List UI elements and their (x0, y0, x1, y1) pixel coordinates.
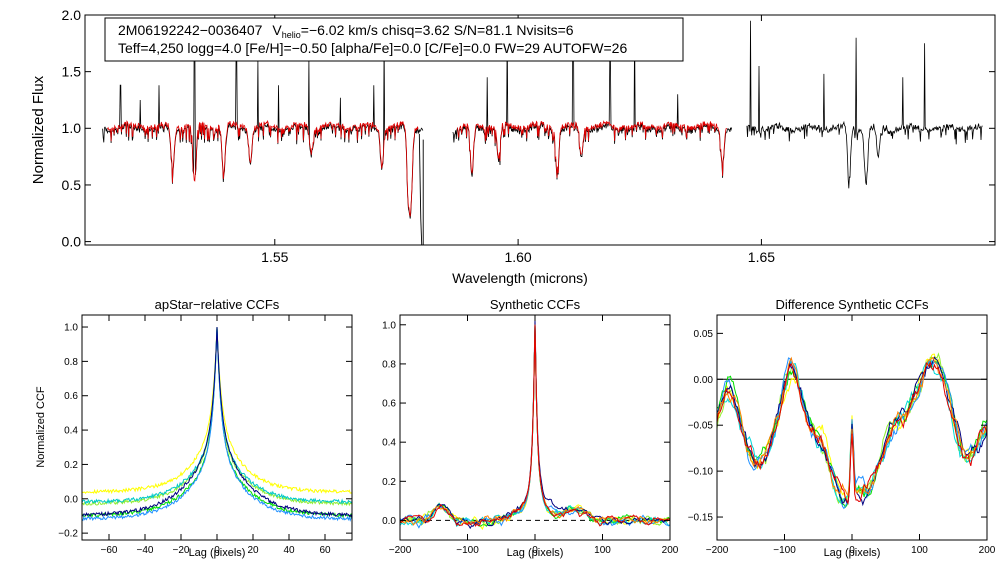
apstar-ccf-line-v2 (81, 326, 353, 507)
spectrum-xlabel: Wavelength (microns) (452, 270, 588, 286)
synthetic-xtick-label: 200 (662, 545, 679, 556)
difference-ytick-label: −0.05 (688, 421, 714, 432)
apstar-xtick-label: −40 (137, 545, 154, 556)
apstar-ytick-label: 1.0 (64, 323, 78, 334)
apstar-xtick-label: 0 (214, 545, 220, 556)
apstar-ticks: −60 −40 −20 0 20 40 60 −0.2 0.0 0.2 0.4 0.6 0.8 1.0 (58, 315, 352, 556)
spectrum-ytick-label: 2.0 (62, 7, 82, 23)
velocity-subscript: helio (282, 30, 301, 40)
synthetic-ytick-label: 0.0 (382, 516, 396, 527)
apstar-ytick-label: 0.6 (64, 391, 78, 402)
difference-ccf-line-v6 (716, 356, 988, 507)
spectrum-ytick-label: 0.0 (62, 234, 82, 250)
observed-spectrum-line (746, 20, 983, 189)
spectrum-xtick-label: 1.55 (261, 249, 288, 265)
velocity-symbol: V (272, 22, 282, 38)
synthetic-xtick-label: 100 (594, 545, 611, 556)
spectrum-ytick-label: 1.0 (62, 120, 82, 136)
difference-xtick-label: 0 (849, 545, 855, 556)
difference-xlabel: Lag (pixels) (824, 547, 881, 559)
difference-ytick-label: −0.15 (688, 513, 714, 524)
spectrum-xtick-label: 1.65 (748, 249, 775, 265)
synthetic-xtick-label: −100 (456, 545, 479, 556)
model-spectrum-line (107, 119, 419, 217)
apstar-xtick-label: 60 (319, 545, 331, 556)
apstar-xtick-label: 40 (283, 545, 295, 556)
difference-ticks: −200 −100 0 100 200 −0.15 −0.10 −0.05 0.00 0.05 (688, 315, 996, 556)
info-line-2: Teff=4,250 logg=4.0 [Fe/H]=−0.50 [alpha/… (118, 40, 627, 56)
spectrum-ticks: 1.55 1.60 1.65 0.0 0.5 1.0 1.5 2.0 (62, 7, 995, 265)
synthetic-ccf-line-v5 (399, 324, 671, 529)
difference-ccf-panel: −200 −100 0 100 200 −0.15 −0.10 −0.05 0.00 0.05 D… (688, 297, 996, 559)
synthetic-ticks: −200 −100 0 100 200 0.0 0.2 0.4 0.6 0.8 1.0 (382, 315, 679, 556)
apstar-ccf-line-v1 (81, 326, 353, 495)
difference-ytick-label: 0.00 (694, 375, 714, 386)
spectrum-panel: 1.55 1.60 1.65 0.0 0.5 1.0 1.5 2.0 2M06192242−0… (30, 7, 996, 286)
apstar-ccf-line-v3 (81, 326, 353, 519)
synthetic-ytick-label: 0.6 (382, 399, 396, 410)
apstar-ytick-label: 0.2 (64, 460, 78, 471)
synthetic-title: Synthetic CCFs (490, 297, 581, 312)
apstar-ytick-label: 0.0 (64, 494, 78, 505)
spectrum-axes-frame (84, 14, 996, 246)
synthetic-ytick-label: 1.0 (382, 320, 396, 331)
apstar-ytick-label: −0.2 (58, 529, 78, 540)
synthetic-ccf-line-v8 (399, 324, 671, 528)
difference-xtick-label: 200 (979, 545, 996, 556)
synthetic-ccf-line-v2 (399, 324, 671, 526)
synthetic-ccf-line-v3 (399, 324, 671, 527)
apstar-xtick-label: 20 (247, 545, 259, 556)
difference-xtick-label: −100 (773, 545, 796, 556)
fit-summary: =−6.02 km/s chisq=3.62 S/N=81.1 Nvisits=… (301, 22, 574, 38)
difference-plot-area (716, 352, 988, 510)
spectrum-ytick-label: 0.5 (62, 177, 82, 193)
model-spectrum-line (457, 120, 727, 178)
synthetic-ytick-label: 0.2 (382, 477, 396, 488)
spectrum-ytick-label: 1.5 (62, 64, 82, 80)
difference-title: Difference Synthetic CCFs (776, 297, 929, 312)
difference-ytick-label: 0.05 (694, 329, 714, 340)
spectrum-xtick-label: 1.60 (504, 249, 531, 265)
synthetic-xtick-label: 0 (532, 545, 538, 556)
star-id: 2M06192242−0036407 (118, 22, 263, 38)
synthetic-xtick-label: −200 (389, 545, 412, 556)
apstar-xlabel: Lag (pixels) (189, 547, 246, 559)
synthetic-ytick-label: 0.4 (382, 438, 396, 449)
telluric-gap-edge (418, 133, 424, 246)
difference-ytick-label: −0.10 (688, 467, 714, 478)
apstar-title: apStar−relative CCFs (155, 297, 280, 312)
apstar-ccf-line-v4 (81, 326, 353, 505)
difference-xtick-label: −200 (706, 545, 729, 556)
synthetic-ccf-line-v7 (399, 324, 671, 526)
synthetic-xlabel: Lag (pixels) (507, 547, 564, 559)
difference-ccf-line-v5 (716, 357, 988, 510)
difference-ccf-line-v8 (716, 360, 988, 506)
synthetic-ccf-panel: −200 −100 0 100 200 0.0 0.2 0.4 0.6 0.8 1.0 Synthe… (382, 297, 679, 559)
info-box (104, 17, 684, 62)
synthetic-ccf-line-v1 (399, 324, 671, 531)
apstar-ylabel: Normalized CCF (35, 386, 47, 468)
apstar-axes-frame (81, 314, 353, 541)
apstar-xtick-label: −20 (173, 545, 190, 556)
synthetic-ccf-line-v4 (399, 324, 671, 528)
difference-xtick-label: 100 (911, 545, 928, 556)
apstar-ytick-label: 0.8 (64, 357, 78, 368)
apstar-ytick-label: 0.4 (64, 426, 78, 437)
apstar-plot-area (81, 326, 353, 522)
info-line-1: 2M06192242−0036407 Vhelio=−6.02 km/s chis… (118, 22, 574, 40)
apstar-xtick-label: −60 (101, 545, 118, 556)
synthetic-plot-area (399, 319, 671, 531)
spectrum-ylabel: Normalized Flux (30, 75, 47, 184)
apstar-ccf-line-v6 (81, 326, 353, 518)
apstar-ccf-panel: −60 −40 −20 0 20 40 60 −0.2 0.0 0.2 0.4 0.6 0.8 1.0 a… (35, 297, 353, 559)
synthetic-ytick-label: 0.8 (382, 359, 396, 370)
